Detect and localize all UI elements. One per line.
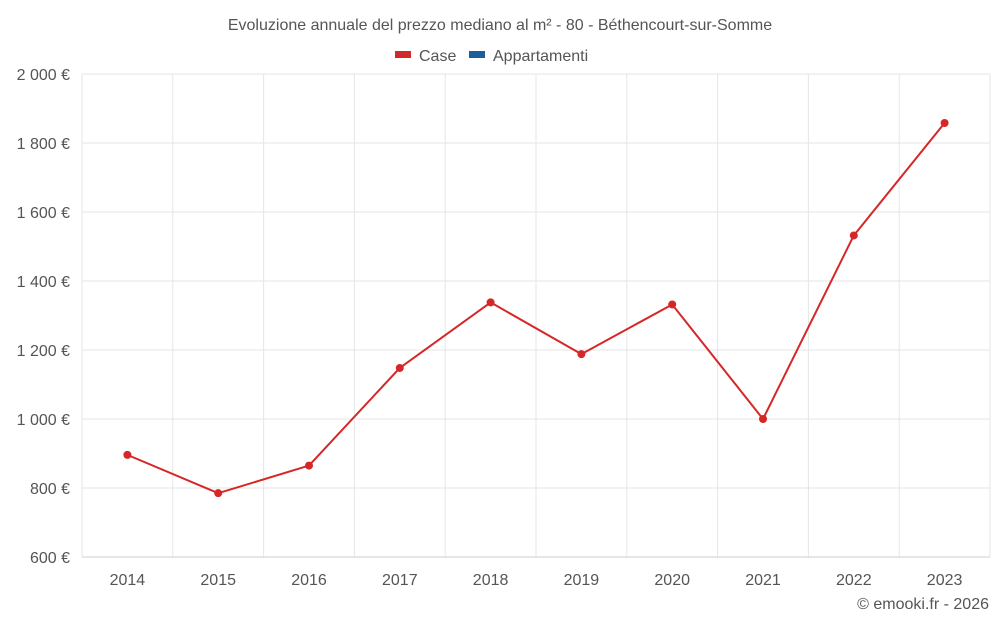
legend-label-case: Case xyxy=(419,48,456,65)
legend-label-appartamenti: Appartamenti xyxy=(493,48,588,65)
data-point-case[interactable] xyxy=(123,450,132,459)
data-point-case[interactable] xyxy=(940,118,949,127)
data-point-case[interactable] xyxy=(214,489,223,498)
x-tick-label: 2020 xyxy=(654,572,690,589)
data-point-case[interactable] xyxy=(395,363,404,372)
y-tick-label: 1 000 € xyxy=(17,412,70,429)
data-point-case[interactable] xyxy=(577,350,586,359)
series-line-case xyxy=(127,122,946,495)
x-tick-label: 2023 xyxy=(927,572,963,589)
x-tick-label: 2016 xyxy=(291,572,327,589)
x-tick-label: 2018 xyxy=(473,572,509,589)
y-tick-label: 2 000 € xyxy=(17,67,70,84)
chart-title: Evoluzione annuale del prezzo mediano al… xyxy=(228,17,772,34)
credit-text: © emooki.fr - 2026 xyxy=(857,596,989,613)
data-point-case[interactable] xyxy=(668,300,677,309)
y-tick-label: 1 200 € xyxy=(17,343,70,360)
data-point-case[interactable] xyxy=(759,415,767,423)
vertical-gridlines xyxy=(81,74,991,557)
y-tick-label: 1 800 € xyxy=(17,136,70,153)
y-tick-label: 1 400 € xyxy=(17,274,70,291)
y-axis-labels: 600 € 800 € 1 000 € 1 200 € 1 400 € 1 600 € 1 … xyxy=(17,67,70,567)
x-tick-label: 2022 xyxy=(836,572,872,589)
x-tick-label: 2014 xyxy=(110,572,146,589)
series-case xyxy=(123,118,949,498)
x-tick-label: 2015 xyxy=(200,572,236,589)
data-point-case[interactable] xyxy=(849,231,858,240)
x-tick-label: 2017 xyxy=(382,572,418,589)
legend: Case Appartamenti xyxy=(395,48,588,65)
x-axis-labels: 2014 2015 2016 2017 2018 2019 2020 2021 2022 2023 xyxy=(110,572,963,589)
x-tick-label: 2021 xyxy=(745,572,781,589)
legend-item-case[interactable]: Case xyxy=(395,48,456,65)
y-tick-label: 1 600 € xyxy=(17,205,70,222)
y-tick-label: 600 € xyxy=(30,550,70,567)
data-point-case[interactable] xyxy=(486,298,495,307)
y-tick-label: 800 € xyxy=(30,481,70,498)
x-tick-label: 2019 xyxy=(564,572,600,589)
data-point-case[interactable] xyxy=(305,461,313,470)
legend-swatch-case xyxy=(395,51,411,58)
legend-swatch-appartamenti xyxy=(469,51,485,58)
legend-item-appartamenti[interactable]: Appartamenti xyxy=(469,48,588,65)
